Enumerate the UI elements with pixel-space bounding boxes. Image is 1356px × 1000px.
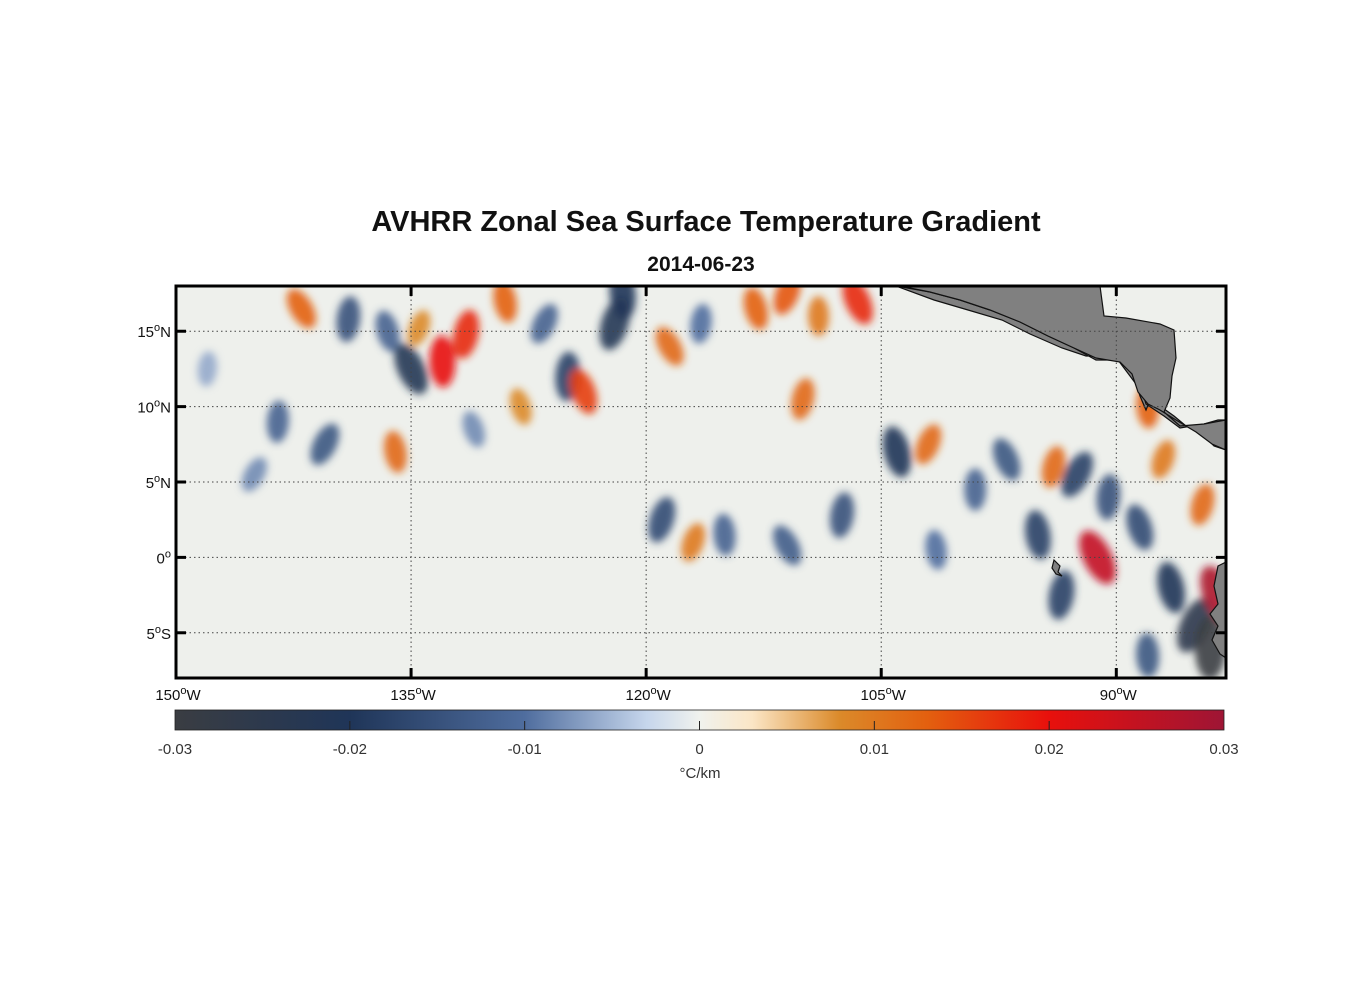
gradient-feature: [1041, 446, 1066, 488]
lon-tick-label: 135oW: [390, 685, 436, 704]
lat-tick-label: 0o: [157, 548, 171, 567]
gradient-feature: [609, 286, 636, 320]
gradient-feature: [266, 400, 289, 443]
lat-tick-label: 15oN: [137, 322, 171, 341]
colorbar-unit-label: °C/km: [680, 765, 721, 782]
gradient-feature: [394, 343, 428, 395]
gradient-feature: [743, 287, 769, 330]
gradient-feature: [655, 327, 684, 366]
gradient-feature: [286, 288, 316, 329]
gradient-feature: [1126, 504, 1154, 550]
gradient-feature: [925, 529, 947, 570]
gradient-feature: [681, 523, 706, 562]
map-tick-marks: [174, 286, 1226, 678]
gradient-feature: [1151, 440, 1176, 479]
colorbar: -0.03 -0.02 -0.01 0 0.01 0.02 0.03 °C/km: [158, 709, 1239, 782]
central-america-mainland: [899, 286, 1226, 451]
gradient-feature: [1157, 562, 1186, 614]
gradient-feature: [197, 351, 217, 387]
gradient-feature: [383, 430, 407, 473]
galapagos-island: [1051, 558, 1063, 577]
gradient-feature: [1061, 451, 1094, 498]
gradient-feature: [241, 457, 267, 492]
gradient-feature: [1096, 474, 1121, 521]
gradient-feature: [530, 304, 558, 344]
gradient-feature: [1024, 510, 1051, 560]
colorbar-tick-label: 0.03: [1209, 741, 1238, 758]
colorbar-tick-label: -0.03: [158, 741, 192, 758]
gradient-feature: [1190, 483, 1215, 526]
colorbar-tick-label: 0.02: [1035, 741, 1064, 758]
gradient-feature: [690, 303, 712, 344]
gradient-feature: [1048, 570, 1075, 620]
gradient-feature: [407, 310, 431, 347]
gradient-feature: [429, 335, 456, 388]
colorbar-tick-label: -0.02: [333, 741, 367, 758]
lat-tick-label: 5oS: [147, 624, 171, 643]
gradient-feature: [992, 438, 1021, 481]
gradient-feature: [1136, 633, 1160, 678]
gradient-anomaly-layer: [197, 286, 1226, 678]
lon-tick-label: 150oW: [155, 685, 201, 704]
chart-title: AVHRR Zonal Sea Surface Temperature Grad…: [371, 206, 1041, 238]
sst-gradient-field: [176, 286, 1226, 678]
gradient-feature: [493, 286, 517, 323]
lon-tick-label: 90oW: [1100, 685, 1138, 704]
gradient-feature: [915, 424, 942, 465]
colorbar-tick-label: -0.01: [508, 741, 542, 758]
gradient-feature: [336, 296, 361, 343]
gradient-feature: [829, 492, 855, 538]
lat-tick-label: 10oN: [137, 398, 171, 417]
colorbar-ticks: -0.03 -0.02 -0.01 0 0.01 0.02 0.03: [158, 721, 1239, 758]
gradient-feature: [882, 426, 911, 478]
gradient-feature: [1079, 530, 1116, 585]
colorbar-tick-label: 0.01: [860, 741, 889, 758]
gradient-feature: [452, 309, 480, 359]
lon-tick-label: 120oW: [625, 685, 671, 704]
colorbar-tick-label: 0: [695, 741, 703, 758]
gradient-feature: [808, 296, 830, 337]
gradient-feature: [791, 378, 815, 420]
gradient-feature: [648, 496, 676, 543]
latitude-axis: 15oN 10oN 5oN 0o 5oS: [137, 322, 171, 643]
gradient-feature: [713, 513, 736, 556]
lat-tick-label: 5oN: [146, 473, 171, 492]
gradient-feature: [569, 368, 598, 415]
gradient-feature: [462, 411, 486, 448]
chart-subtitle: 2014-06-23: [647, 253, 755, 276]
gradient-feature: [772, 525, 802, 566]
gradient-feature: [310, 423, 340, 465]
lon-tick-label: 105oW: [861, 685, 907, 704]
longitude-axis: 150oW 135oW 120oW 105oW 90oW: [155, 685, 1137, 704]
gradient-feature: [509, 388, 532, 425]
gradient-feature: [773, 286, 801, 315]
gradient-feature: [842, 286, 873, 325]
gradient-feature: [964, 468, 987, 511]
